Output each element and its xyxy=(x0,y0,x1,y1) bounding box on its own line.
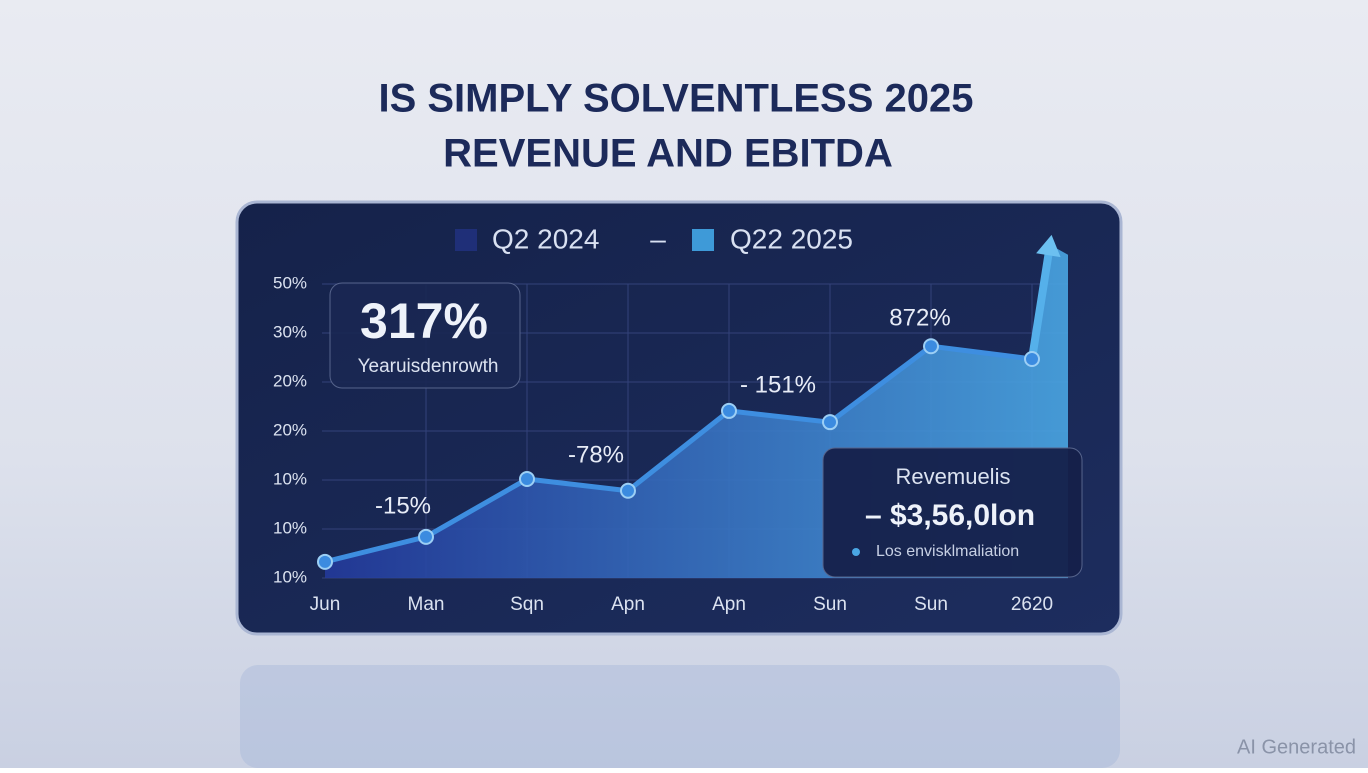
watermark: AI Generated xyxy=(1237,736,1356,758)
callout-dot xyxy=(852,548,860,556)
revenue-callout xyxy=(822,447,1083,578)
legend-label: Q2 2024 xyxy=(492,223,599,254)
y-tick-label: 10% xyxy=(273,469,307,488)
arrow-head xyxy=(1036,234,1061,258)
legend-separator: – xyxy=(650,223,666,254)
y-tick-label: 30% xyxy=(273,322,307,341)
y-tick-label: 10% xyxy=(273,567,307,586)
point xyxy=(620,482,636,499)
chart-title: IS SIMPLY SOLVENTLESS 2025 xyxy=(378,77,973,121)
x-tick-label: Man xyxy=(408,594,445,615)
legend-swatch xyxy=(692,229,714,251)
legend-label: Q22 2025 xyxy=(730,223,853,254)
point xyxy=(317,553,333,570)
chart-title: REVENUE AND EBITDA xyxy=(443,132,893,176)
x-tick-label: Jun xyxy=(310,594,341,615)
callout-label: Yearuisdenrowth xyxy=(358,356,499,377)
point xyxy=(418,528,434,545)
x-tick-label: Apn xyxy=(712,594,746,615)
callout-title: Revemuelis xyxy=(896,464,1011,489)
y-tick-label: 50% xyxy=(273,273,307,292)
point xyxy=(519,471,535,488)
reflection xyxy=(240,665,1120,768)
annotation: - 151% xyxy=(740,371,816,398)
callout-note: Los envisklmaliation xyxy=(876,543,1019,560)
y-tick-label: 20% xyxy=(273,371,307,390)
line xyxy=(324,343,1033,565)
x-tick-label: Sun xyxy=(813,594,847,615)
annotation: -15% xyxy=(375,492,431,519)
x-tick-label: Sqn xyxy=(510,594,544,615)
x-tick-label: Apn xyxy=(611,594,645,615)
annotation: 872% xyxy=(889,304,950,331)
callout-value: 317% xyxy=(360,293,488,349)
trend-arrow xyxy=(1028,240,1054,363)
growth-callout xyxy=(329,282,521,389)
x-tick-label: Sun xyxy=(914,594,948,615)
x-tick-label: 2620 xyxy=(1011,594,1053,615)
point xyxy=(923,338,939,355)
y-tick-label: 10% xyxy=(273,518,307,537)
annotation: -78% xyxy=(568,441,624,468)
point xyxy=(1024,350,1040,367)
callout-value: – $3,56,0lon xyxy=(865,499,1035,532)
legend-swatch xyxy=(455,229,477,251)
point xyxy=(721,402,737,419)
y-tick-label: 20% xyxy=(273,420,307,439)
point xyxy=(822,414,838,431)
